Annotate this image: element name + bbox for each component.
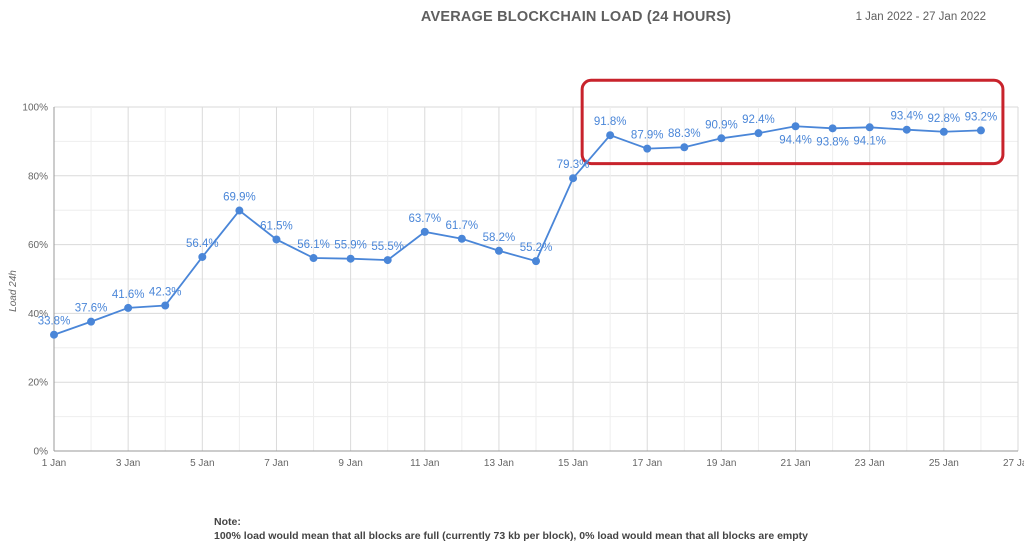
series-line [53,125,981,336]
data-label: 55.2% [520,242,553,254]
data-label: 91.8% [594,116,627,128]
data-label: 93.4% [890,111,923,123]
highlight-annotation [580,78,1005,166]
data-label: 37.6% [75,303,108,315]
data-label: 93.2% [965,111,998,123]
data-point [976,126,985,135]
data-point [680,143,689,152]
data-point [87,317,96,326]
x-tick-label: 25 Jan [929,458,959,469]
data-point [902,125,911,134]
data-label: 93.8% [816,136,849,148]
series-load [50,122,985,339]
note-heading: Note: [214,516,241,528]
y-tick-label: 80% [28,171,48,182]
chart-title-text: AVERAGE BLOCKCHAIN LOAD (24 HOURS) [420,9,732,25]
data-label: 92.8% [928,113,961,125]
data-point [865,123,874,132]
data-point [383,256,392,265]
data-label: 69.9% [223,192,256,204]
data-point [494,246,503,255]
data-label: 33.8% [38,316,71,328]
data-label: 61.5% [260,220,293,232]
data-point [198,252,207,261]
y-tick-label: 60% [28,240,48,251]
data-point [457,234,466,243]
note-text: 100% load would mean that all blocks are… [214,530,808,542]
y-tick-label: 20% [28,378,48,389]
y-axis-title: Load 24h [8,270,19,312]
data-point [643,144,652,153]
x-tick-label: 5 Jan [190,458,214,469]
data-point [939,127,948,136]
data-label: 87.9% [631,130,664,142]
data-point [532,257,540,266]
data-label: 55.5% [371,241,404,253]
date-range: 1 Jan 2022 - 27 Jan 2022 [855,11,986,23]
x-tick-label: 3 Jan [116,458,140,469]
data-label: 94.1% [853,135,886,147]
x-tick-label: 15 Jan [558,458,588,469]
data-point [754,129,763,138]
data-labels: 33.8% 37.6% 41.6% 42.3% 56.4% 69.9% 61.5% 56.1%… [38,111,998,328]
data-label: 88.3% [668,128,701,140]
data-point [50,330,58,339]
data-label: 61.7% [446,220,479,232]
data-point [420,227,429,236]
data-label: 42.3% [149,286,182,298]
data-label: 55.9% [334,240,367,252]
data-label: 41.6% [112,289,145,301]
grid-lines [53,106,1019,452]
highlight-box [580,78,1005,166]
data-label: 56.1% [297,239,330,251]
data-point [272,235,281,244]
x-tick-label: 7 Jan [264,458,288,469]
y-tick-label: 100% [22,103,48,114]
data-point [124,303,133,312]
data-point [161,301,170,310]
x-tick-label: 27 Jan [1003,458,1024,469]
data-label: 79.3% [557,159,590,171]
data-point [828,124,837,133]
x-tick-label: 13 Jan [484,458,514,469]
x-tick-label: 11 Jan [410,458,439,469]
x-tick-label: 9 Jan [338,458,362,469]
y-tick-label: 0% [34,447,49,458]
data-point [606,131,615,140]
x-tick-label: 17 Jan [632,458,662,469]
data-label: 56.4% [186,238,219,250]
y-tick-label: 40% [28,309,48,320]
data-point [569,174,578,183]
x-tick-label: 19 Jan [706,458,736,469]
axes: 0% 20% 40% 60% 80% 100% 1 Jan 3 Jan 5 Jan 7 Jan 9 … [8,103,1024,470]
data-point [346,254,355,263]
chart-title: AVERAGE BLOCKCHAIN LOAD (24 HOURS) [0,9,1024,25]
x-tick-label: 23 Jan [855,458,885,469]
data-point [309,254,318,263]
data-point [235,206,244,215]
x-tick-label: 21 Jan [781,458,811,469]
chart-note: Note: 100% load would mean that all bloc… [214,515,808,543]
data-label: 92.4% [742,114,775,126]
data-label: 94.4% [779,134,812,146]
data-label: 63.7% [408,213,441,225]
data-point [717,134,726,143]
data-point [791,122,800,131]
data-label: 90.9% [705,119,738,131]
x-tick-label: 1 Jan [42,458,66,469]
data-label: 58.2% [483,232,516,244]
